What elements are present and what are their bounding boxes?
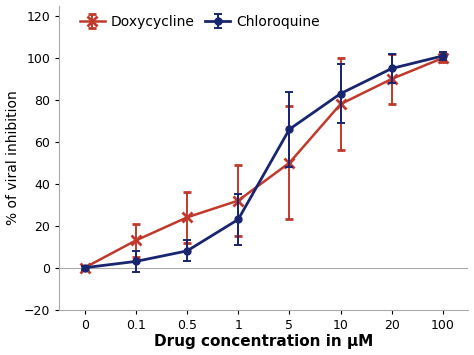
Legend: Doxycycline, Chloroquine: Doxycycline, Chloroquine [74,10,325,34]
X-axis label: Drug concentration in μM: Drug concentration in μM [154,334,374,349]
Y-axis label: % of viral inhibition: % of viral inhibition [6,90,19,225]
